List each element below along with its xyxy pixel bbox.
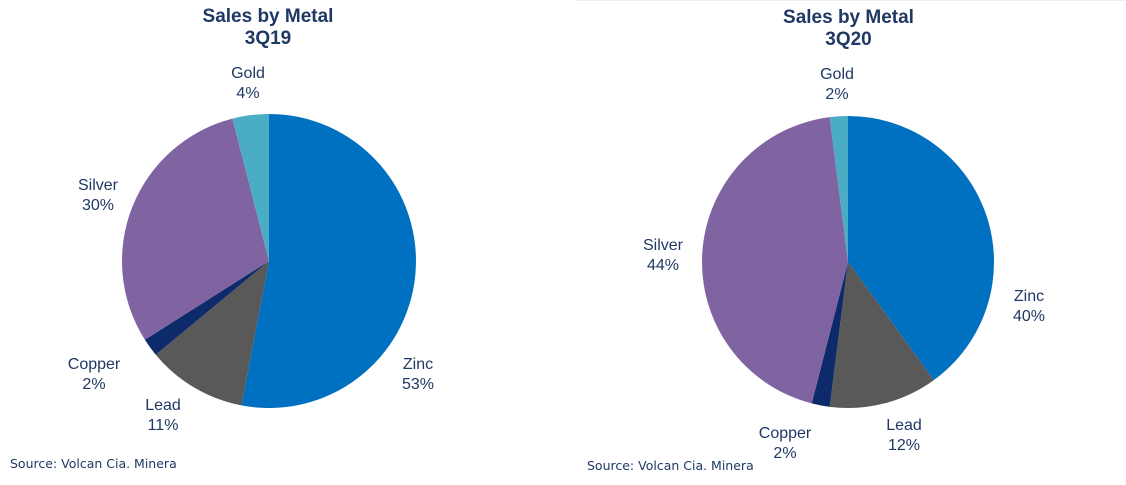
slice-label-name: Copper [67, 356, 121, 373]
slice-label-zinc: Zinc 40% [1013, 287, 1045, 327]
slice-label-gold: Gold 4% [231, 64, 265, 104]
slice-label-copper: Copper 2% [68, 355, 120, 395]
slice-label-name: Zinc [1013, 288, 1045, 305]
pie-slice-lead [829, 262, 934, 409]
slice-label-value: 4% [236, 85, 260, 102]
slice-label-value: 2% [773, 445, 797, 462]
slice-label-name: Gold [231, 65, 265, 82]
slice-label-value: 44% [646, 257, 680, 274]
chart-title: Sales by Metal 3Q20 [575, 7, 1126, 51]
slice-label-zinc: Zinc 53% [402, 355, 434, 395]
slice-label-gold: Gold 2% [820, 65, 854, 105]
slice-label-lead: Lead 12% [886, 416, 922, 456]
slice-label-name: Gold [820, 66, 854, 83]
chart-title-line: Sales by Metal [202, 6, 334, 27]
chart-panel-3q20: Sales by Metal 3Q20 Zinc 40% Lead 12% Co… [575, 0, 1126, 485]
chart-subtitle-line: 3Q20 [825, 29, 872, 50]
slice-label-copper: Copper 2% [759, 424, 811, 464]
pie-chart-3q19 [121, 114, 416, 408]
chart-title: Sales by Metal 3Q19 [0, 6, 560, 50]
slice-label-value: 40% [1012, 308, 1046, 325]
slice-label-name: Silver [77, 177, 119, 194]
slice-label-value: 12% [887, 437, 921, 454]
slice-label-value: 2% [825, 86, 849, 103]
slice-label-value: 30% [81, 197, 115, 214]
slice-label-value: 11% [147, 417, 179, 434]
pie-slice-silver [702, 117, 848, 404]
chart-panel-3q19: Sales by Metal 3Q19 Zinc 53% Lead 11% Co… [0, 0, 560, 484]
source-note: Source: Volcan Cia. Minera [587, 458, 754, 473]
pie-slice-copper [811, 262, 848, 407]
chart-subtitle-line: 3Q19 [244, 28, 292, 49]
pie-chart-3q20 [702, 116, 995, 409]
pie-slice-copper [144, 261, 269, 355]
slice-label-value: 2% [82, 376, 106, 393]
slice-label-name: Silver [642, 237, 684, 254]
slice-label-silver: Silver 44% [643, 236, 683, 276]
pie-slice-gold [232, 114, 269, 261]
pie-slice-zinc [241, 114, 416, 408]
slice-label-silver: Silver 30% [78, 176, 118, 216]
slice-label-name: Zinc [402, 356, 434, 373]
chart-title-line: Sales by Metal [783, 7, 914, 28]
slice-label-value: 53% [401, 376, 435, 393]
slice-label-lead: Lead 11% [145, 396, 181, 436]
slice-label-name: Copper [758, 425, 812, 442]
pie-slice-silver [121, 118, 270, 340]
pie-slice-zinc [848, 116, 995, 381]
slice-label-name: Lead [145, 397, 181, 414]
pie-slice-lead [155, 261, 269, 406]
source-note: Source: Volcan Cia. Minera [10, 456, 177, 471]
pie-slice-gold [829, 116, 848, 262]
slice-label-name: Lead [886, 417, 922, 434]
